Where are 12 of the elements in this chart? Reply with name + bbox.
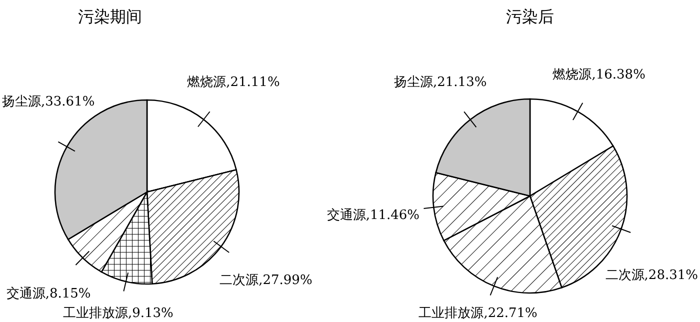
slice-label: 工业排放源,22.71% — [418, 306, 538, 321]
slice-label: 扬尘源,33.61% — [2, 94, 95, 110]
slice-label: 二次源,27.99% — [220, 273, 312, 288]
chart-title: 污染期间 — [78, 7, 142, 26]
slice-label: 燃烧源,21.11% — [187, 74, 280, 90]
slice-label: 扬尘源,21.13% — [394, 74, 487, 90]
slice-label: 燃烧源,16.38% — [552, 67, 646, 82]
chart-title: 污染后 — [506, 7, 554, 26]
slice-label: 交通源,8.15% — [6, 285, 91, 302]
slice-label: 工业排放源,9.13% — [63, 306, 174, 321]
slice-label: 交通源,11.46% — [326, 206, 420, 223]
slice-label: 二次源,28.31% — [605, 268, 698, 284]
